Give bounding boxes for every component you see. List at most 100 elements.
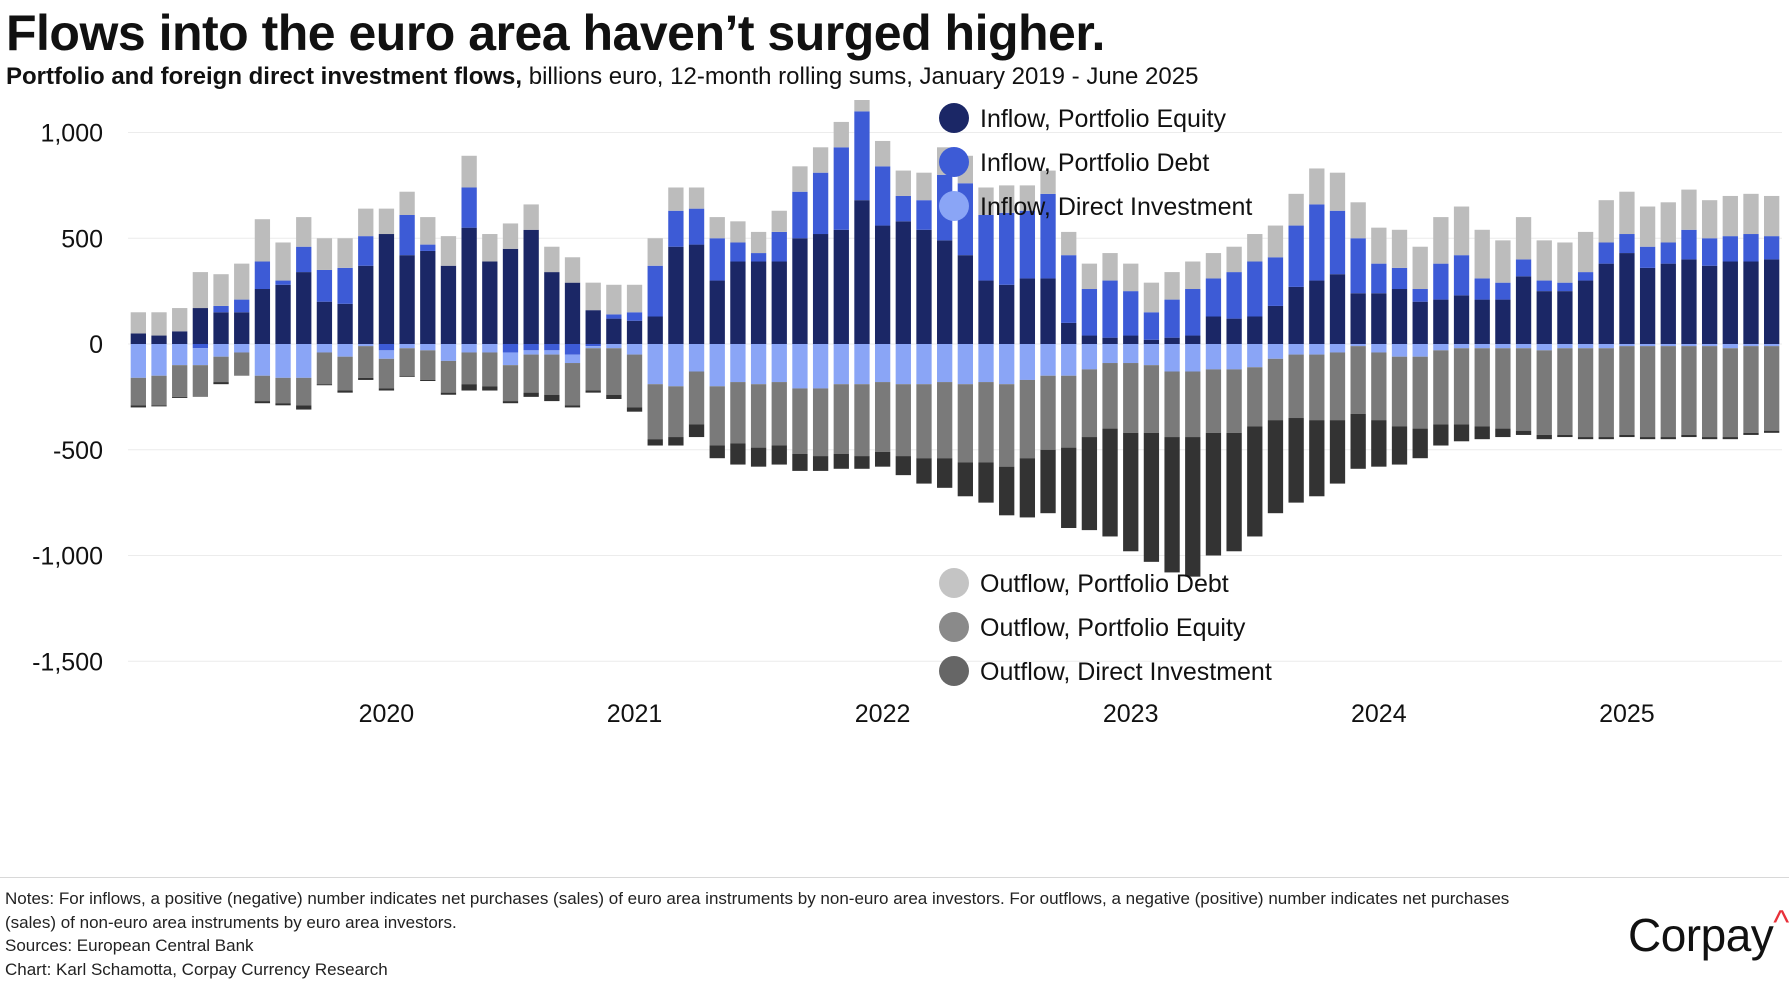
- bar-segment: [1164, 272, 1180, 300]
- bar-segment: [275, 284, 291, 344]
- bar-segment: [668, 210, 684, 247]
- bar-segment: [1660, 202, 1676, 243]
- bar-segment: [1123, 344, 1139, 364]
- bar-segment: [1681, 259, 1697, 344]
- bar-segment: [688, 371, 705, 425]
- bar-segment: [709, 280, 725, 344]
- bar-segment: [1185, 371, 1201, 438]
- bar-segment: [1123, 432, 1139, 552]
- bar-segment: [1288, 354, 1304, 419]
- bar-segment: [399, 255, 415, 344]
- bar-segment: [1557, 291, 1573, 345]
- bar-segment: [1764, 344, 1780, 347]
- bar-segment: [1123, 363, 1139, 433]
- bar-segment: [668, 437, 684, 446]
- notes-line-1: Notes: For inflows, a positive (negative…: [5, 889, 1510, 908]
- bar-segment: [337, 267, 353, 304]
- bar-segment: [358, 346, 374, 378]
- bar-segment: [502, 401, 519, 404]
- bar-segment: [1536, 350, 1552, 435]
- bar-segment: [626, 407, 643, 412]
- bar-segment: [1371, 263, 1387, 294]
- bar-segment: [895, 221, 911, 344]
- bar-segment: [937, 382, 953, 459]
- bar-segment: [647, 265, 663, 317]
- bar-segment: [709, 445, 725, 459]
- bar-segment: [440, 265, 457, 344]
- bar-segment: [316, 352, 333, 385]
- bar-segment: [1433, 217, 1449, 264]
- bar-segment: [1598, 200, 1614, 243]
- bar-segment: [337, 303, 353, 344]
- bar-segment: [750, 447, 767, 467]
- bar-segment: [1764, 259, 1780, 344]
- bar-segment: [502, 248, 519, 344]
- bar-segment: [1185, 289, 1201, 336]
- bar-segment: [130, 377, 146, 406]
- bar-segment: [771, 210, 787, 232]
- bar-segment: [1019, 458, 1036, 518]
- chart-subtitle: Portfolio and foreign direct investment …: [6, 63, 1198, 91]
- bar-segment: [378, 388, 395, 391]
- bar-segment: [1019, 379, 1036, 459]
- subtitle-rest: billions euro, 12-month rolling sums, Ja…: [522, 63, 1199, 90]
- bar-segment: [1660, 437, 1676, 440]
- bar-segment: [1619, 253, 1635, 344]
- bar-segment: [1288, 344, 1304, 355]
- bar-segment: [999, 344, 1015, 385]
- bar-segment: [750, 231, 767, 254]
- bar-segment: [1309, 280, 1325, 344]
- bar-segment: [937, 344, 953, 383]
- bar-segment: [585, 348, 601, 391]
- bar-segment: [337, 390, 353, 393]
- bar-segment: [626, 284, 643, 313]
- bar-segment: [792, 344, 808, 389]
- bar-segment: [213, 274, 229, 306]
- bar-segment: [1474, 348, 1490, 427]
- bar-segment: [916, 384, 932, 459]
- bar-segment: [440, 392, 457, 395]
- bar-segment: [1412, 246, 1428, 290]
- bar-segment: [1185, 344, 1201, 372]
- bar-segment: [440, 344, 457, 361]
- bar-segment: [378, 358, 395, 389]
- bar-segment: [1350, 344, 1366, 347]
- bar-segment: [213, 356, 229, 383]
- bar-segment: [1288, 286, 1304, 344]
- bar-segment: [668, 246, 684, 344]
- bar-segment: [1143, 282, 1160, 313]
- bar-segment: [1309, 420, 1325, 497]
- bar-segment: [1577, 437, 1594, 440]
- bar-segment: [1350, 202, 1366, 239]
- bar-segment: [854, 344, 870, 385]
- bar-segment: [1536, 291, 1552, 345]
- bar-segment: [1061, 375, 1077, 448]
- bar-segment: [750, 261, 767, 344]
- bar-segment: [916, 200, 932, 230]
- bar-segment: [482, 386, 498, 391]
- bar-segment: [1722, 195, 1738, 237]
- bar-segment: [1619, 191, 1635, 235]
- bar-segment: [1205, 344, 1222, 370]
- bar-segment: [1453, 424, 1470, 442]
- bar-segment: [1247, 367, 1263, 427]
- bar-segment: [1433, 299, 1449, 344]
- bar-segment: [358, 208, 374, 237]
- notes-divider: [0, 877, 1789, 878]
- bar-segment: [1102, 344, 1118, 364]
- bar-segment: [895, 344, 911, 385]
- bar-segment: [999, 284, 1015, 344]
- bar-segment: [316, 238, 333, 270]
- bar-segment: [957, 384, 973, 463]
- bar-segment: [1309, 204, 1325, 281]
- bar-segment: [1598, 437, 1614, 440]
- bar-segment: [172, 365, 188, 397]
- bar-segment: [1515, 430, 1532, 435]
- bar-segment: [151, 344, 167, 376]
- y-tick-label: -1,500: [32, 648, 103, 676]
- bar-segment: [688, 244, 705, 344]
- bar-segment: [1701, 265, 1718, 344]
- bar-segment: [213, 382, 229, 385]
- bar-segment: [1329, 210, 1346, 275]
- bar-segment: [1639, 267, 1656, 344]
